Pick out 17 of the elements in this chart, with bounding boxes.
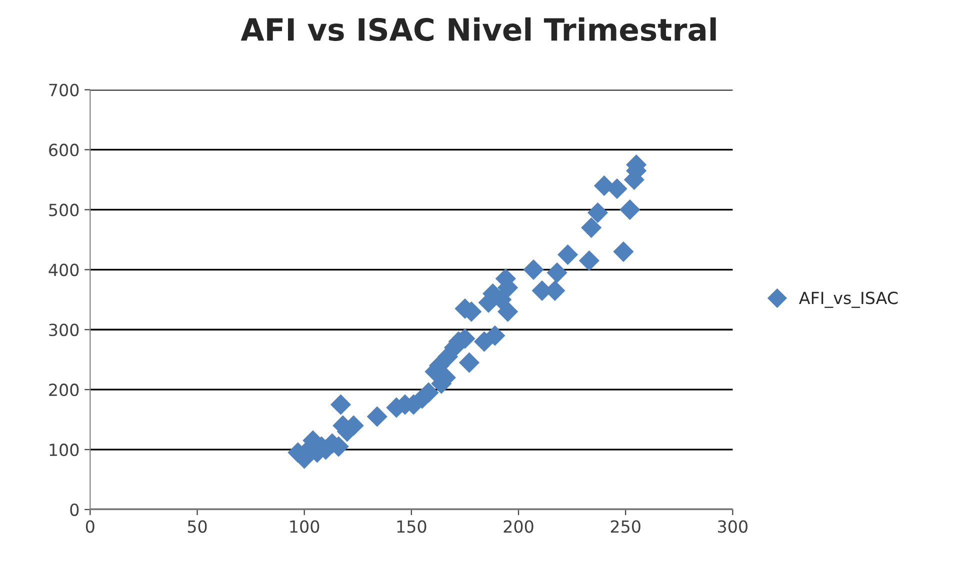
x-tick-label: 150 <box>397 520 426 533</box>
x-tick-label: 0 <box>86 520 94 533</box>
y-tick-label: 0 <box>70 503 79 516</box>
x-tick-label: 200 <box>504 520 534 533</box>
legend-label: AFI_vs_ISAC <box>798 292 898 308</box>
x-tick-label: 100 <box>290 520 320 533</box>
y-tick-label: 500 <box>49 204 79 216</box>
x-tick-label: 300 <box>718 520 748 533</box>
x-tick-label: 50 <box>188 520 207 533</box>
chart-title: AFI vs ISAC Nivel Trimestral <box>240 17 716 42</box>
y-tick-label: 600 <box>49 144 79 156</box>
y-tick-label: 700 <box>49 84 79 96</box>
x-tick-label: 250 <box>610 520 640 533</box>
y-tick-label: 100 <box>50 444 79 456</box>
y-tick-label: 300 <box>49 324 79 336</box>
y-tick-label: 400 <box>48 264 79 276</box>
y-tick-label: 200 <box>49 384 79 396</box>
